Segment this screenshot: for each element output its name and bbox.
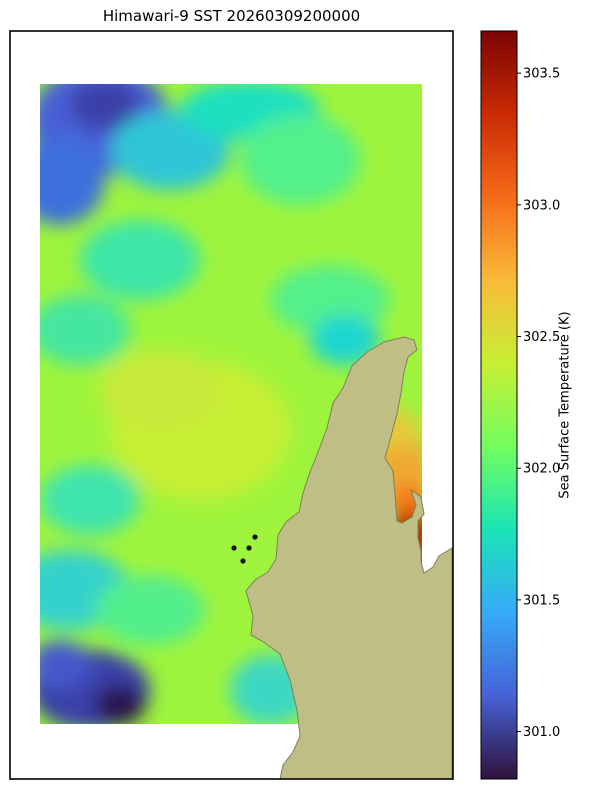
colorbar-tick-label: 302.0 xyxy=(523,462,560,477)
sst-patch xyxy=(95,575,205,645)
sst-patch xyxy=(40,640,90,690)
chart-title: Himawari-9 SST 20260309200000 xyxy=(102,7,361,25)
sst-patch xyxy=(40,465,140,535)
sst-patch xyxy=(70,84,140,130)
sst-patch xyxy=(310,315,380,365)
colorbar-gradient xyxy=(480,30,518,780)
sst-patch xyxy=(95,685,145,724)
land-mass xyxy=(245,336,453,780)
colorbar-tick-label: 301.0 xyxy=(523,725,560,740)
sst-patch xyxy=(40,295,130,365)
sst-patch xyxy=(100,350,220,430)
sst-patch xyxy=(80,220,200,300)
point-3 xyxy=(252,534,258,540)
colorbar-tick-label: 302.5 xyxy=(523,330,560,345)
sst-map xyxy=(9,30,454,780)
colorbar-label: Sea Surface Temperature (K) xyxy=(557,311,573,499)
point-4 xyxy=(240,558,246,564)
sst-patch xyxy=(240,115,360,205)
colorbar-tick-label: 301.5 xyxy=(523,593,560,608)
point-1 xyxy=(231,545,237,551)
map-frame xyxy=(9,30,454,780)
point-2 xyxy=(246,545,252,551)
sst-patch xyxy=(40,135,105,225)
colorbar-tick-label: 303.0 xyxy=(523,198,560,213)
colorbar-tick-label: 303.5 xyxy=(523,67,560,82)
